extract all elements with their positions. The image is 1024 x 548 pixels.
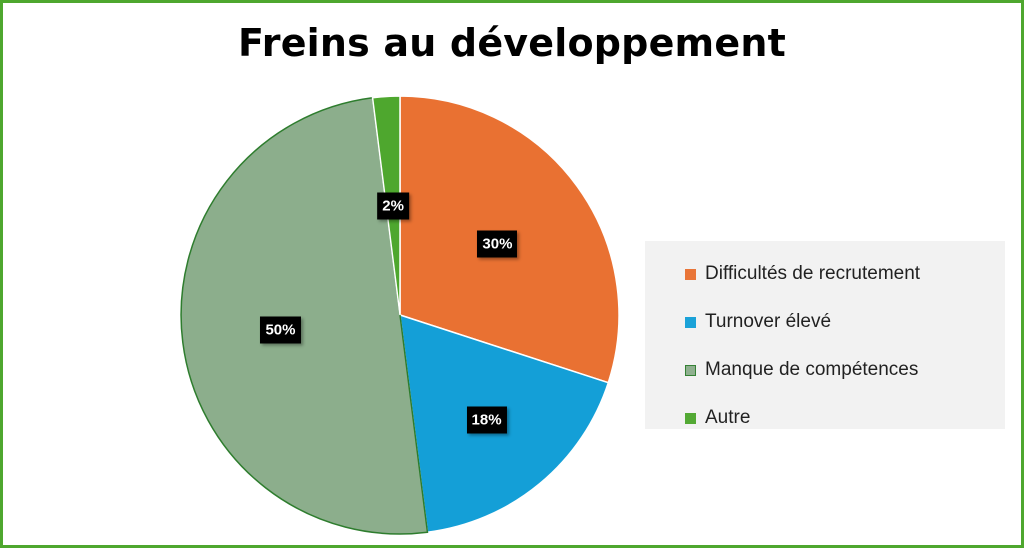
legend-item: Manque de compétences	[645, 346, 1005, 394]
legend-swatch	[685, 412, 696, 424]
data-label: 18%	[466, 406, 507, 434]
chart-legend: Difficultés de recrutement Turnover élev…	[645, 241, 1005, 429]
chart-title: Freins au développement	[238, 21, 786, 65]
data-label: 2%	[377, 192, 409, 220]
data-label: 50%	[260, 316, 301, 344]
legend-label: Difficultés de recrutement	[705, 263, 921, 284]
legend-swatch	[685, 364, 696, 376]
legend-swatch	[685, 316, 696, 328]
legend-label: Autre	[705, 407, 751, 428]
legend-item: Difficultés de recrutement	[645, 250, 1005, 298]
data-label: 30%	[477, 230, 518, 258]
legend-item: Autre	[645, 394, 1005, 442]
legend-swatch	[685, 268, 696, 280]
legend-label: Manque de compétences	[705, 359, 919, 380]
pie-slice	[180, 96, 429, 535]
legend-item: Turnover élevé	[645, 298, 1005, 346]
legend-label: Turnover élevé	[705, 311, 832, 332]
